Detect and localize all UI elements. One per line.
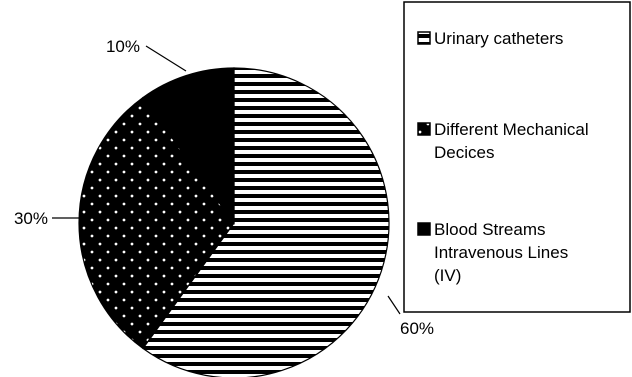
slice-percentage-label: 60% [400, 319, 434, 338]
legend: Urinary catheters Different Mechanical Dec… [403, 1, 631, 313]
legend-label-3: (IV) [434, 266, 461, 285]
legend-label-1: Urinary catheters [434, 29, 563, 48]
legend-label-3: Blood Streams [434, 220, 546, 239]
legend-swatch-3 [417, 222, 431, 236]
pie-slice-2 [78, 96, 235, 350]
legend-swatch-1 [417, 31, 431, 45]
legend-label-2: Decices [434, 143, 494, 162]
leader-lines [52, 45, 401, 315]
percentage-labels: 60% 30% 10% [14, 37, 434, 338]
leader-line-3 [145, 45, 187, 72]
pie-slice-1 [142, 67, 390, 377]
legend-swatch-2 [417, 122, 431, 136]
legend-label-2: Different Mechanical [434, 120, 589, 139]
legend-label-3: Intravenous Lines [434, 243, 568, 262]
slice-percentage-label: 10% [106, 37, 140, 56]
legend-box [403, 1, 631, 313]
pie-slice-3 [142, 67, 235, 225]
pie-slices [78, 67, 390, 377]
slice-percentage-label: 30% [14, 209, 48, 228]
leader-line-1 [387, 295, 401, 315]
